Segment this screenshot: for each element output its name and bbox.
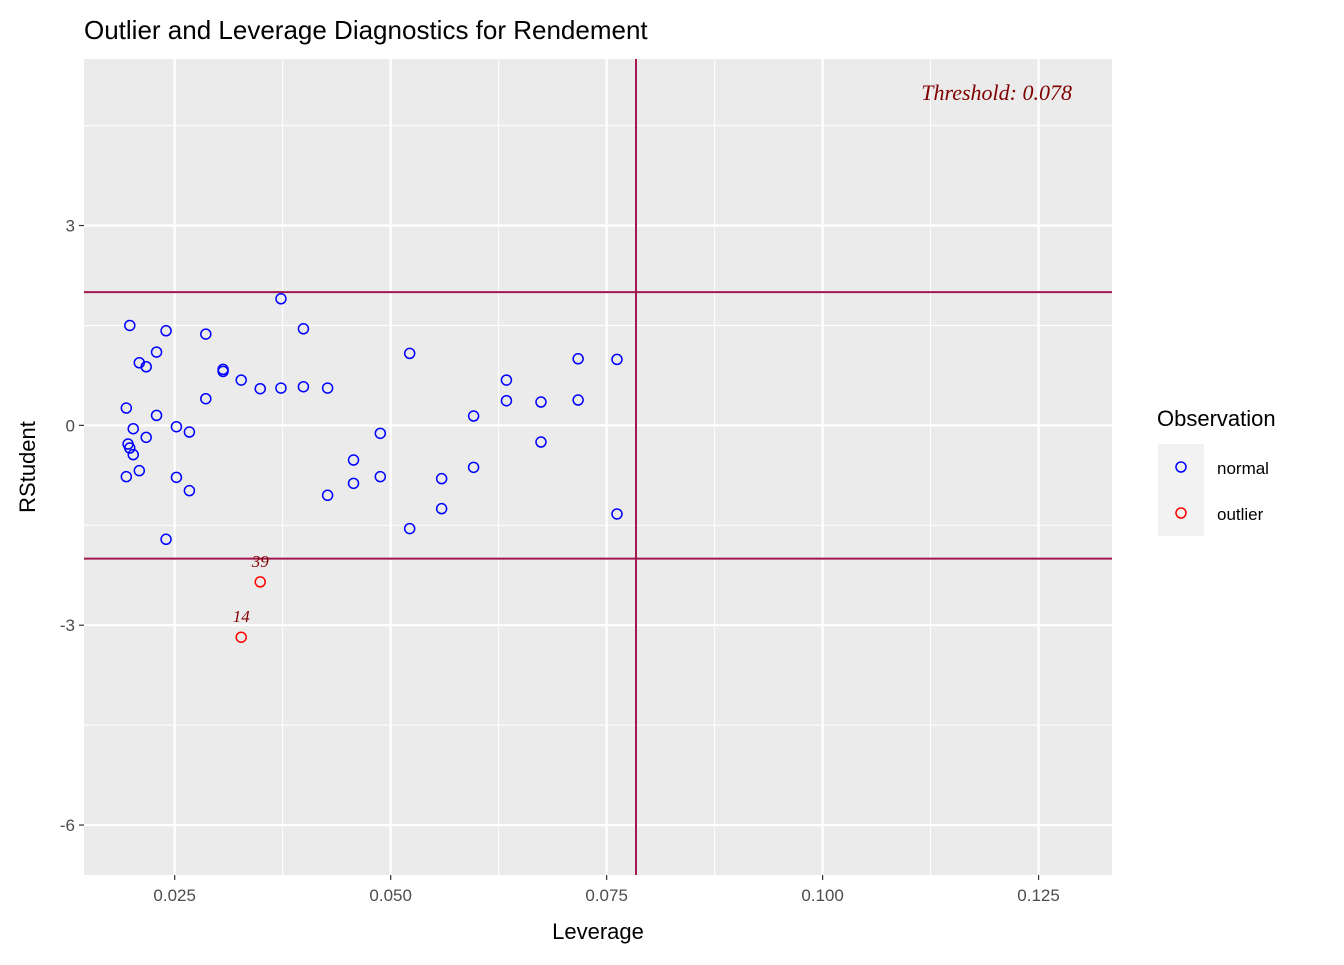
point-normal-42 [500, 394, 513, 407]
y-tick-label-0: 3 [66, 217, 75, 236]
point-normal-6 [140, 360, 152, 373]
point-normal-30 [403, 347, 416, 360]
point-normal-18 [170, 420, 183, 433]
y-axis-ticks: 3 0 -3 -6 [60, 217, 84, 835]
point-normal-21 [140, 431, 152, 444]
point-normal-1 [160, 325, 172, 337]
point-normal-25 [133, 464, 146, 477]
point-normal-28 [183, 484, 196, 497]
legend-key-outlier [1175, 507, 1187, 519]
point-normal-0 [124, 319, 136, 332]
point-normal-47 [611, 353, 623, 366]
point-normal-11 [254, 382, 266, 395]
point-normal-43 [535, 396, 547, 408]
point-normal-23 [124, 442, 136, 454]
plot-panel [84, 59, 1112, 875]
point-outlier-0 [254, 576, 266, 588]
legend-label-normal: normal [1217, 459, 1269, 478]
threshold-label: Threshold: 0.078 [921, 80, 1072, 105]
point-normal-38 [435, 502, 448, 515]
point-normal-17 [150, 409, 163, 422]
point-normal-24 [127, 448, 139, 461]
point-normal-9 [217, 365, 229, 378]
y-tick-label-1: 0 [66, 416, 75, 435]
grid-major [84, 59, 1112, 875]
point-normal-26 [120, 470, 133, 483]
y-tick-label-2: -3 [60, 616, 75, 635]
x-tick-label-1: 0.050 [369, 886, 412, 905]
point-normal-20 [183, 426, 196, 438]
point-normal-39 [467, 410, 480, 422]
legend-key-normal [1175, 461, 1187, 473]
legend-key-normal-bg [1158, 444, 1204, 490]
point-normal-29 [160, 533, 172, 546]
legend-label-outlier: outlier [1217, 505, 1264, 524]
point-normal-44 [535, 436, 547, 448]
point-labels: 39 14 [233, 552, 270, 626]
reference-lines [84, 59, 1112, 875]
point-normal-12 [275, 382, 287, 394]
point-normal-36 [403, 522, 416, 535]
point-label-14: 14 [233, 607, 251, 626]
point-normal-32 [347, 454, 360, 466]
point-normal-4 [297, 323, 310, 335]
y-axis-title: RStudent [15, 421, 40, 513]
point-normal-37 [435, 472, 448, 485]
x-tick-label-0: 0.025 [153, 886, 196, 905]
legend: Observation normal outlier [1157, 406, 1276, 536]
point-outlier-1 [235, 631, 247, 643]
point-normal-27 [170, 471, 183, 484]
point-normal-31 [374, 427, 387, 440]
legend-key-outlier-bg [1158, 490, 1204, 536]
point-normal-2 [200, 328, 212, 340]
point-normal-14 [321, 382, 334, 394]
point-normal-40 [467, 461, 480, 474]
point-label-39: 39 [251, 552, 270, 571]
point-normal-34 [347, 477, 360, 490]
point-normal-13 [297, 380, 310, 393]
point-normal-45 [572, 353, 584, 365]
x-tick-label-2: 0.075 [585, 886, 628, 905]
x-axis-title: Leverage [552, 919, 644, 944]
x-tick-label-3: 0.100 [801, 886, 844, 905]
point-normal-35 [321, 489, 334, 502]
x-axis-ticks: 0.025 0.050 0.075 0.100 0.125 [153, 875, 1060, 905]
data-points [120, 293, 623, 643]
point-normal-41 [500, 374, 513, 386]
point-normal-7 [150, 346, 163, 358]
grid-minor [84, 59, 1112, 875]
y-tick-label-3: -6 [60, 816, 75, 835]
point-normal-3 [275, 293, 287, 305]
point-normal-33 [374, 470, 387, 483]
legend-title: Observation [1157, 406, 1276, 431]
point-normal-19 [127, 422, 139, 435]
point-normal-16 [120, 402, 133, 414]
point-normal-15 [200, 392, 212, 405]
point-normal-46 [572, 394, 584, 406]
point-normal-10 [235, 374, 247, 386]
chart-title: Outlier and Leverage Diagnostics for Ren… [84, 15, 648, 45]
point-normal-48 [611, 508, 623, 520]
x-tick-label-4: 0.125 [1017, 886, 1060, 905]
